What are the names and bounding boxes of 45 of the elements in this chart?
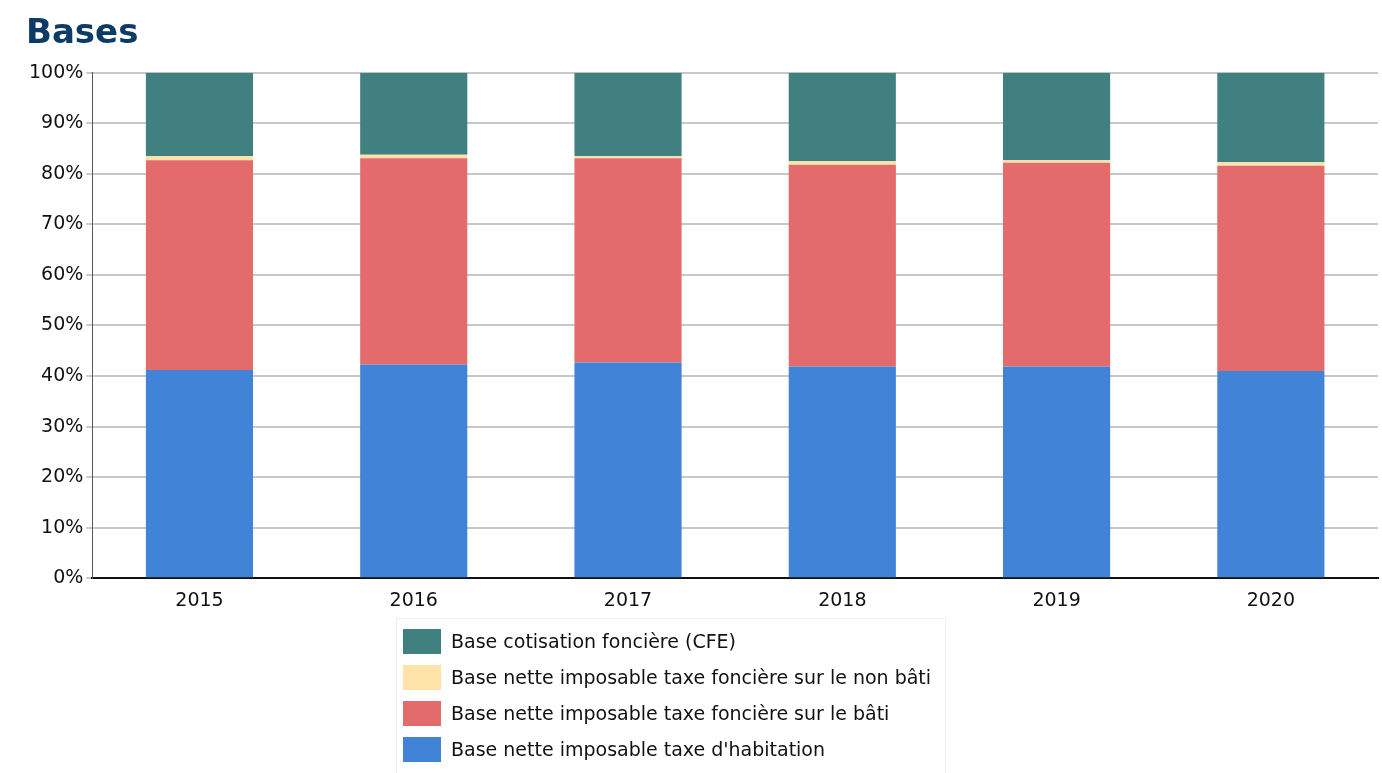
y-tick-label: 20% [41,464,84,487]
x-tick-label: 2016 [389,587,438,610]
bar [360,72,468,155]
bar [1003,366,1111,578]
y-tick-label: 90% [41,110,84,133]
y-tick-label: 50% [41,312,84,335]
bar [788,366,896,578]
bar [1217,370,1325,578]
bar [788,164,896,367]
legend-label: Base nette imposable taxe foncière sur le bâti [451,702,890,724]
y-tick-label: 100% [28,59,84,82]
x-tick-label: 2020 [1246,587,1296,610]
bar [1003,162,1111,367]
legend-label: Base nette imposable taxe foncière sur le non bâti [451,666,932,688]
bar [1003,72,1111,161]
y-tick-label: 60% [41,261,84,284]
bar [1217,162,1325,166]
bar [574,72,682,157]
x-tick-label: 2018 [818,587,867,610]
bar [145,369,254,578]
bar [145,72,254,157]
chart-title: Bases [26,11,139,52]
bar [145,156,254,161]
bar [360,364,468,578]
bar [1217,72,1325,163]
y-tick-label: 10% [41,514,84,537]
x-tick-label: 2019 [1032,587,1081,610]
bar [1217,165,1325,371]
bar [788,161,896,165]
y-tick-label: 70% [41,211,84,234]
bar [1003,160,1111,163]
x-tick-label: 2015 [175,587,224,610]
bar [574,156,682,159]
bar [574,362,682,578]
y-tick-label: 80% [41,160,84,183]
bar [574,158,682,363]
legend-label: Base nette imposable taxe d'habitation [451,738,826,760]
bar [145,160,254,370]
bar [360,158,468,365]
bar [788,72,896,162]
y-tick-label: 0% [53,565,84,588]
y-tick-label: 40% [41,362,84,385]
legend-label: Base cotisation foncière (CFE) [451,630,736,652]
x-tick-label: 2017 [603,587,653,610]
y-tick-label: 30% [41,413,84,436]
